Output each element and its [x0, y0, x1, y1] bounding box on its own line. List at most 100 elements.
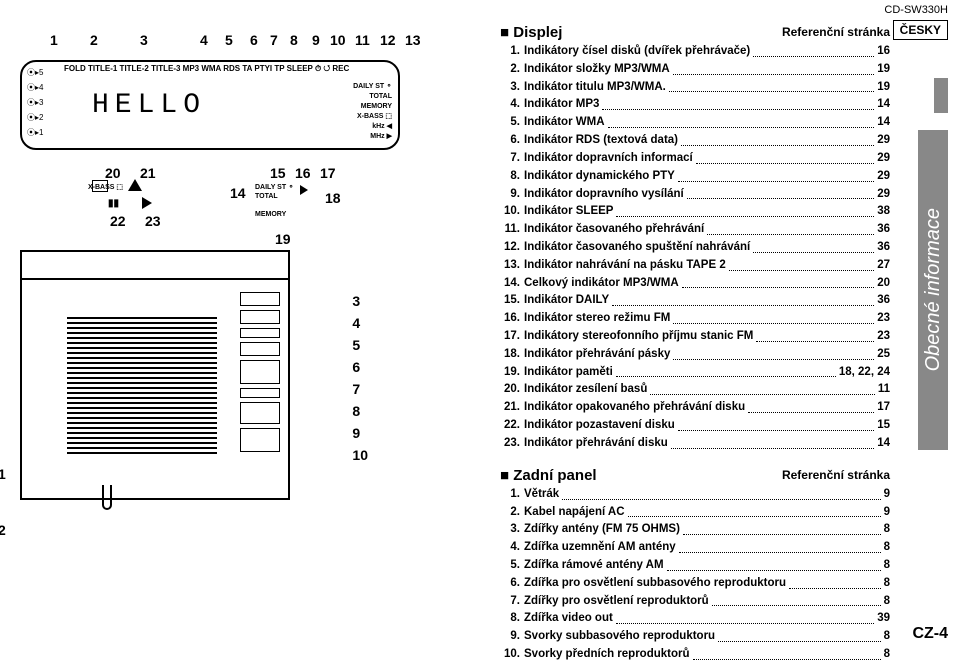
- memory-indicator: MEMORY: [255, 211, 286, 218]
- item-page: 16: [877, 43, 890, 61]
- ref-list-item: 2.Kabel napájení AC9: [500, 504, 890, 522]
- play-icon: [142, 197, 152, 209]
- item-number: 10.: [500, 646, 520, 664]
- item-label: Indikátor časovaného spuštění nahrávání: [524, 239, 750, 257]
- display-callout: 6: [250, 32, 258, 48]
- ref-list-item: 10.Svorky předních reproduktorů8: [500, 646, 890, 664]
- ref-list-item: 5.Zdířka rámové antény AM8: [500, 557, 890, 575]
- item-label: Zdířka rámové antény AM: [524, 557, 664, 575]
- item-dots: [718, 628, 881, 642]
- item-dots: [693, 646, 881, 660]
- callout-1: 1: [0, 466, 6, 482]
- rear-left-callouts: 1 2: [0, 466, 6, 538]
- callout-23: 23: [145, 213, 161, 229]
- ref-list-item: 7.Indikátor dopravních informací29: [500, 150, 890, 168]
- item-page: 38: [877, 203, 890, 221]
- display-callout: 8: [290, 32, 298, 48]
- model-code: CD-SW330H: [884, 4, 948, 16]
- item-dots: [673, 310, 874, 324]
- rear-box: [20, 250, 290, 500]
- section-tab: Obecné informace: [918, 130, 948, 450]
- port: [240, 310, 280, 324]
- item-dots: [562, 486, 880, 500]
- item-label: Indikátor složky MP3/WMA: [524, 61, 670, 79]
- daily-indicator: DAILY ST ⚬: [255, 183, 294, 191]
- ref-list-item: 9.Svorky subbasového reproduktoru8: [500, 628, 890, 646]
- item-page: 8: [884, 646, 890, 664]
- ref-list-item: 8.Indikátor dynamického PTY29: [500, 168, 890, 186]
- item-label: Svorky subbasového reproduktoru: [524, 628, 715, 646]
- ref-list-item: 14.Celkový indikátor MP3/WMA 20: [500, 275, 890, 293]
- item-page: 29: [877, 150, 890, 168]
- disc-row: ⦿▸2: [27, 110, 43, 125]
- rear-right-callouts: 345678910: [352, 290, 368, 466]
- item-label: Indikátor nahrávání na pásku TAPE 2: [524, 257, 726, 275]
- item-number: 14.: [500, 275, 520, 293]
- item-page: 23: [877, 310, 890, 328]
- item-label: Indikátor titulu MP3/WMA.: [524, 79, 666, 97]
- text-column: Displej Referenční stránka 1.Indikátory …: [500, 20, 890, 664]
- ref-list-item: 6.Indikátor RDS (textová data)29: [500, 132, 890, 150]
- rear-callout: 8: [352, 400, 368, 422]
- item-page: 8: [884, 628, 890, 646]
- item-dots: [671, 435, 874, 449]
- item-number: 11.: [500, 221, 520, 239]
- ref-list-item: 20.Indikátor zesílení basů11: [500, 381, 890, 399]
- item-page: 29: [877, 168, 890, 186]
- port: [240, 328, 280, 338]
- item-label: Zdířka video out: [524, 610, 613, 628]
- displej-list: 1.Indikátory čísel disků (dvířek přehráv…: [500, 43, 890, 453]
- item-number: 5.: [500, 114, 520, 132]
- display-callout: 9: [312, 32, 320, 48]
- rear-callout: 5: [352, 334, 368, 356]
- rear-callout: 3: [352, 290, 368, 312]
- display-callout: 4: [200, 32, 208, 48]
- item-dots: [687, 186, 874, 200]
- item-number: 22.: [500, 417, 520, 435]
- language-badge: ČESKY: [893, 20, 948, 40]
- item-dots: [753, 239, 874, 253]
- item-page: 8: [884, 557, 890, 575]
- item-number: 6.: [500, 132, 520, 150]
- item-number: 23.: [500, 435, 520, 453]
- item-number: 8.: [500, 168, 520, 186]
- item-dots: [616, 610, 874, 624]
- item-label: Zdířky pro osvětlení reproduktorů: [524, 593, 709, 611]
- item-page: 14: [877, 96, 890, 114]
- item-dots: [616, 203, 874, 217]
- callout-21: 21: [140, 165, 156, 181]
- item-dots: [602, 96, 874, 110]
- item-dots: [650, 381, 874, 395]
- lcd-screen: ⦿▸5⦿▸4⦿▸3⦿▸2⦿▸1 FOLD TITLE-1 TITLE-2 TIT…: [20, 60, 400, 150]
- item-dots: [683, 521, 881, 535]
- item-number: 15.: [500, 292, 520, 310]
- display-diagram: 12345678910111213 ⦿▸5⦿▸4⦿▸3⦿▸2⦿▸1 FOLD T…: [20, 60, 420, 210]
- pause-icon: ▮▮: [108, 198, 119, 209]
- item-page: 8: [884, 521, 890, 539]
- display-callout: 2: [90, 32, 98, 48]
- callout-18: 18: [325, 190, 341, 206]
- item-number: 4.: [500, 539, 520, 557]
- callout-15: 15: [270, 165, 286, 181]
- ref-list-item: 22.Indikátor pozastavení disku15: [500, 417, 890, 435]
- item-label: Zdířka pro osvětlení subbasového reprodu…: [524, 575, 786, 593]
- item-dots: [748, 399, 874, 413]
- item-dots: [789, 575, 881, 589]
- item-label: Indikátor opakovaného přehrávání disku: [524, 399, 745, 417]
- item-dots: [696, 150, 875, 164]
- item-number: 2.: [500, 61, 520, 79]
- item-label: Indikátor MP3: [524, 96, 599, 114]
- ref-list-item: 6.Zdířka pro osvětlení subbasového repro…: [500, 575, 890, 593]
- item-dots: [753, 43, 874, 57]
- item-page: 36: [877, 292, 890, 310]
- total-indicator: TOTAL: [255, 193, 278, 200]
- callout-2: 2: [0, 522, 6, 538]
- ref-list-item: 17.Indikátory stereofonního příjmu stani…: [500, 328, 890, 346]
- item-label: Celkový indikátor MP3/WMA: [524, 275, 679, 293]
- disc-row: ⦿▸3: [27, 95, 43, 110]
- callout-20: 20: [105, 165, 121, 181]
- item-label: Indikátor zesílení basů: [524, 381, 647, 399]
- item-page: 20: [877, 275, 890, 293]
- item-label: Indikátor přehrávání disku: [524, 435, 668, 453]
- display-callout: 7: [270, 32, 278, 48]
